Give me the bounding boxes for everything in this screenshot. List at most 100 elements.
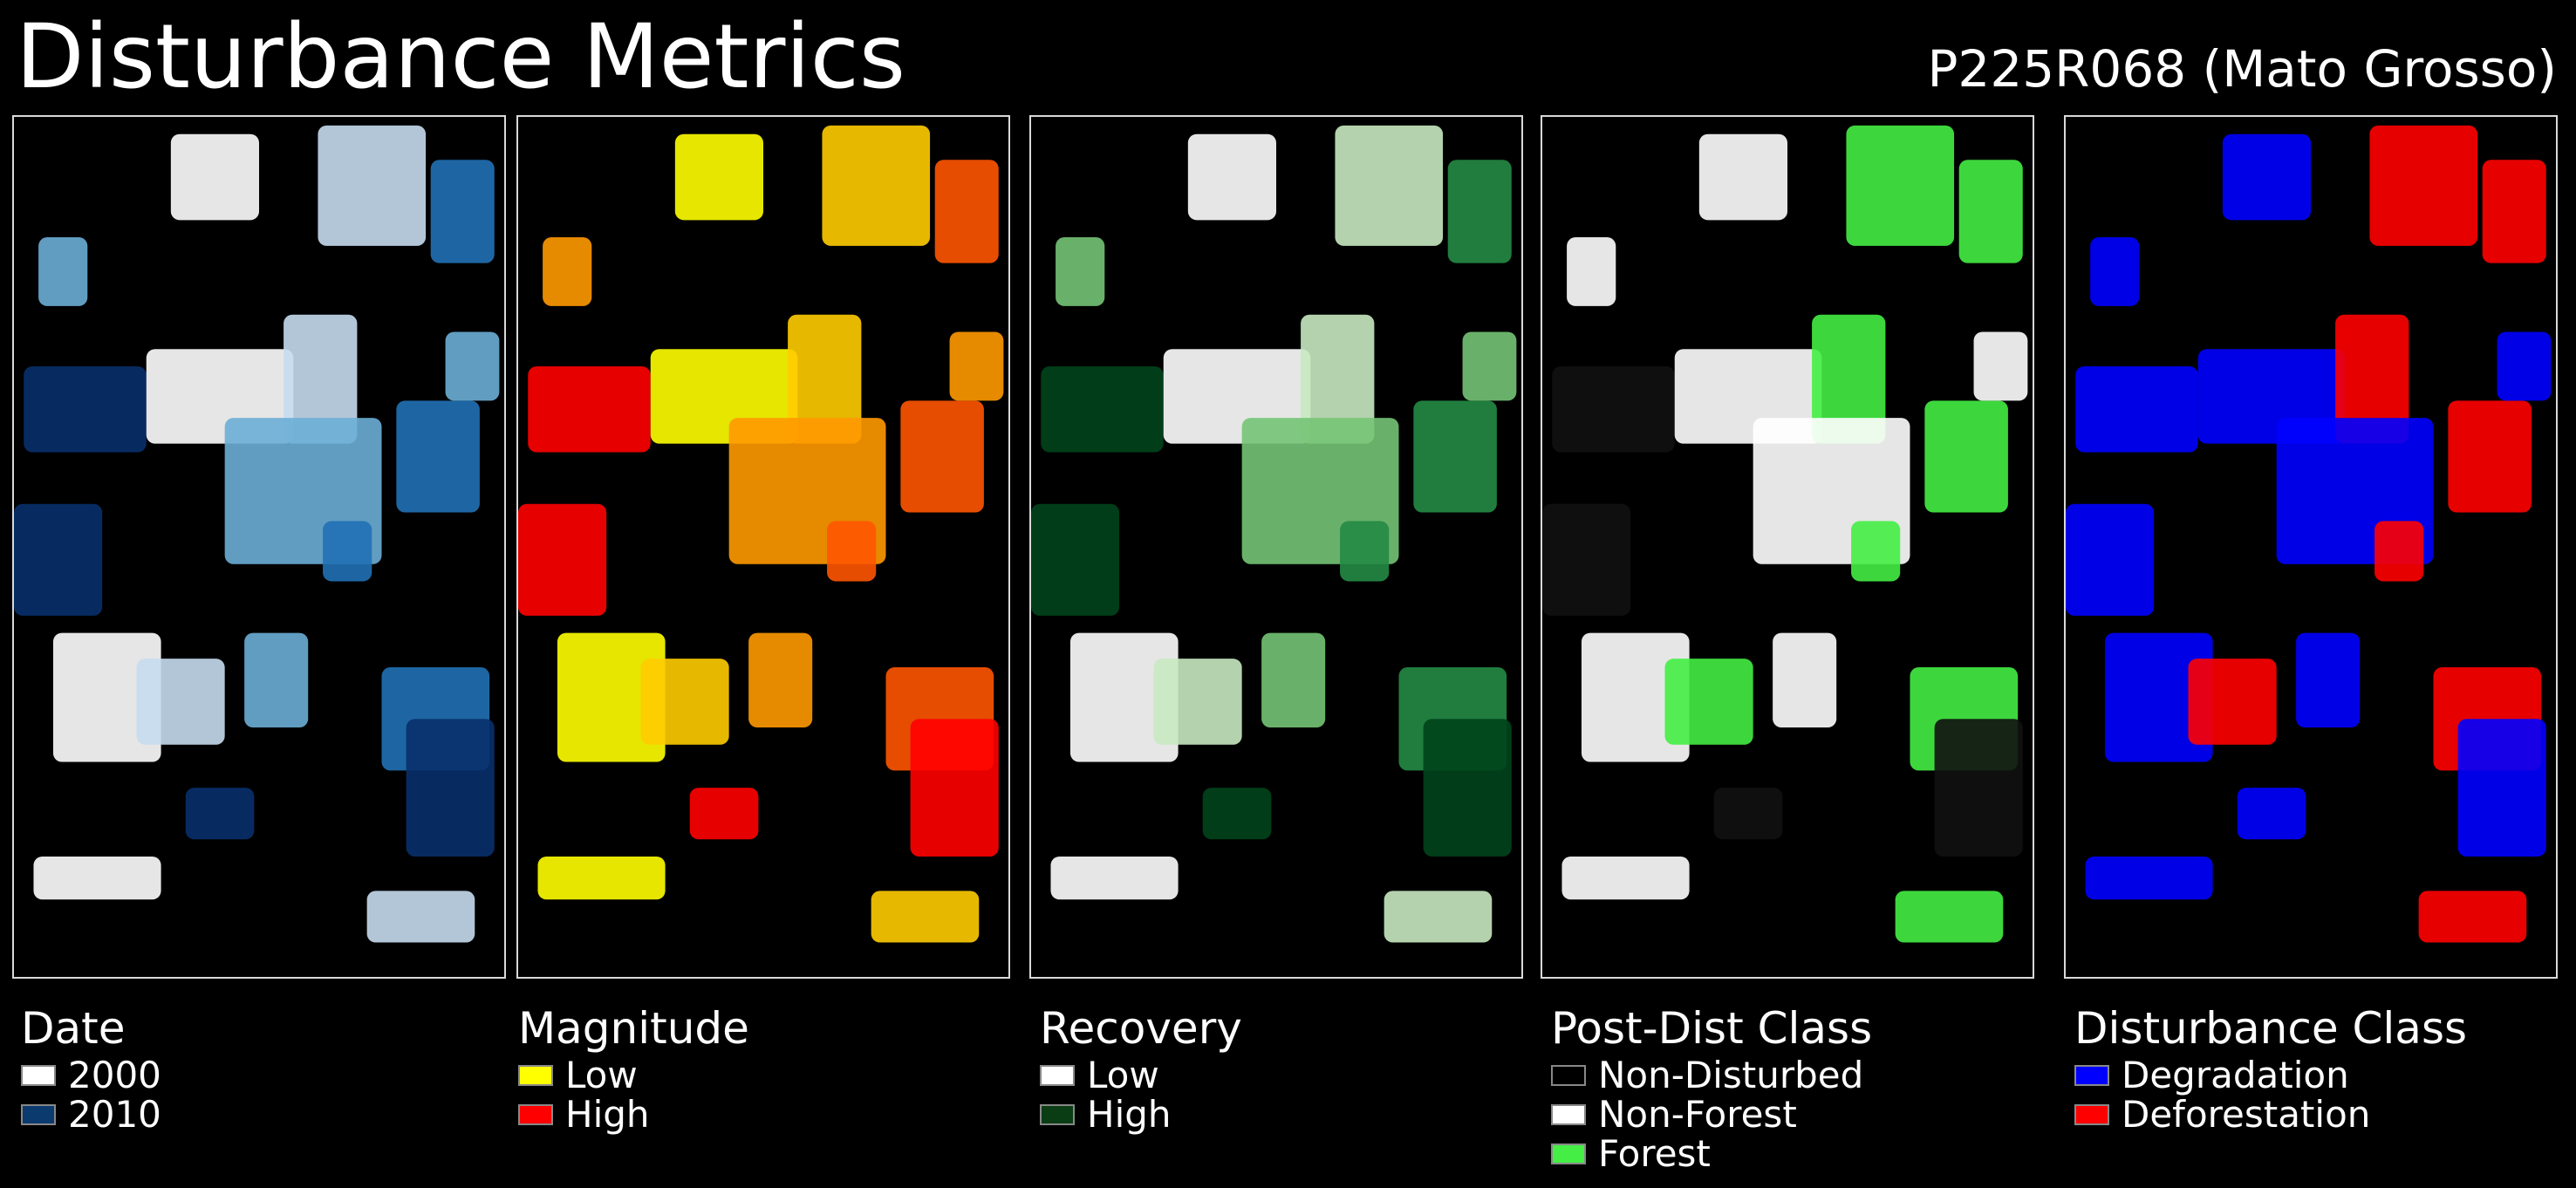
map-image (1542, 125, 2028, 943)
disturbance-patch (2090, 237, 2140, 306)
legend-title: Date (21, 1003, 126, 1054)
disturbance-patch (1050, 856, 1179, 900)
disturbance-patch (2457, 719, 2546, 857)
disturbance-patch (14, 503, 103, 616)
legend-swatch (518, 1064, 553, 1086)
disturbance-patch (1335, 125, 1444, 246)
legend-swatch (1040, 1064, 1075, 1086)
legend-label: 2010 (68, 1093, 161, 1136)
disturbance-patch (318, 125, 427, 246)
disturbance-patch (1924, 400, 2008, 513)
disturbance-patch (528, 365, 651, 453)
legend-3: Recovery Low High (1040, 1001, 1242, 1134)
disturbance-patch (1713, 788, 1783, 840)
disturbance-patch (1413, 400, 1497, 513)
scene-subtitle: P225R068 (Mato Grosso) (1927, 39, 2557, 99)
map-panel-3 (1029, 115, 1523, 979)
disturbance-patch (2374, 521, 2424, 582)
disturbance-patch (2296, 632, 2361, 728)
disturbance-patch (1031, 503, 1120, 616)
legend-title: Recovery (1040, 1003, 1242, 1054)
disturbance-patch (748, 632, 813, 728)
disturbance-patch (1340, 521, 1390, 582)
disturbance-patch (900, 400, 984, 513)
disturbance-patch (136, 659, 225, 745)
map-image (518, 125, 1004, 943)
disturbance-patch (1851, 521, 1901, 582)
legend-item: Non-Forest (1551, 1095, 1872, 1134)
legend-item: High (518, 1095, 749, 1134)
legend-swatch (1551, 1103, 1586, 1125)
legend-title: Disturbance Class (2074, 1003, 2468, 1054)
disturbance-patch (1846, 125, 1955, 246)
disturbance-patch (1301, 314, 1375, 444)
legend-item: 2010 (21, 1095, 161, 1134)
legend-5: Disturbance Class Degradation Deforestatio… (2074, 1001, 2467, 1134)
disturbance-patch (2075, 365, 2198, 453)
disturbance-patch (1561, 856, 1690, 900)
disturbance-patch (2448, 400, 2532, 513)
disturbance-patch (827, 521, 877, 582)
figure-title: Disturbance Metrics (16, 5, 905, 109)
map-image (1031, 125, 1517, 943)
legend-title: Post-Dist Class (1551, 1003, 1873, 1054)
legend-swatch (1040, 1103, 1075, 1125)
disturbance-patch (1041, 365, 1164, 453)
legend-item: Non-Disturbed (1551, 1055, 1872, 1095)
disturbance-patch (1812, 314, 1886, 444)
legend-item: Degradation (2074, 1055, 2467, 1095)
disturbance-patch (244, 632, 309, 728)
disturbance-patch (1552, 365, 1675, 453)
disturbance-patch (543, 237, 592, 306)
disturbance-patch (788, 314, 862, 444)
disturbance-patch (2497, 331, 2552, 401)
map-panel-4 (1541, 115, 2034, 979)
legend-label: Non-Forest (1598, 1093, 1797, 1136)
disturbance-patch (557, 632, 666, 762)
map-image (14, 125, 500, 943)
legend-item: 2000 (21, 1055, 161, 1095)
map-panel-2 (516, 115, 1010, 979)
disturbance-patch (640, 659, 729, 745)
disturbance-patch (406, 719, 495, 857)
disturbance-patch (52, 632, 161, 762)
legend-label: 2000 (68, 1054, 161, 1096)
disturbance-patch (1895, 891, 2004, 943)
legend-label: Low (565, 1054, 638, 1096)
disturbance-patch (2237, 788, 2306, 840)
disturbance-patch (323, 521, 372, 582)
disturbance-patch (949, 331, 1004, 401)
disturbance-patch (2222, 133, 2311, 221)
legend-1: Date 2000 2010 (21, 1001, 161, 1134)
disturbance-patch (24, 365, 147, 453)
disturbance-patch (518, 503, 607, 616)
disturbance-patch (2066, 503, 2155, 616)
disturbance-patch (33, 856, 161, 900)
legend-label: High (1087, 1093, 1172, 1136)
legend-item: High (1040, 1095, 1242, 1134)
legend-4: Post-Dist Class Non-Disturbed Non-Forest Fo… (1551, 1001, 1872, 1173)
disturbance-patch (396, 400, 480, 513)
legend-item: Deforestation (2074, 1095, 2467, 1134)
legend-item: Low (518, 1055, 749, 1095)
disturbance-patch (1773, 632, 1837, 728)
disturbance-patch (2335, 314, 2409, 444)
disturbance-patch (2482, 160, 2546, 263)
disturbance-patch (445, 331, 500, 401)
map-panel-5 (2064, 115, 2558, 979)
disturbance-patch (1056, 237, 1105, 306)
disturbance-patch (1542, 503, 1631, 616)
disturbance-patch (1384, 891, 1493, 943)
disturbance-patch (2418, 891, 2527, 943)
disturbance-patch (910, 719, 999, 857)
disturbance-patch (1423, 719, 1512, 857)
legend-swatch (518, 1103, 553, 1125)
disturbance-patch (1567, 237, 1616, 306)
legend-label: High (565, 1093, 650, 1136)
legend-swatch (1551, 1064, 1586, 1086)
legend-item: Low (1040, 1055, 1242, 1095)
disturbance-patch (1202, 788, 1272, 840)
disturbance-patch (2085, 856, 2213, 900)
disturbance-patch (1581, 632, 1690, 762)
disturbance-patch (185, 788, 255, 840)
